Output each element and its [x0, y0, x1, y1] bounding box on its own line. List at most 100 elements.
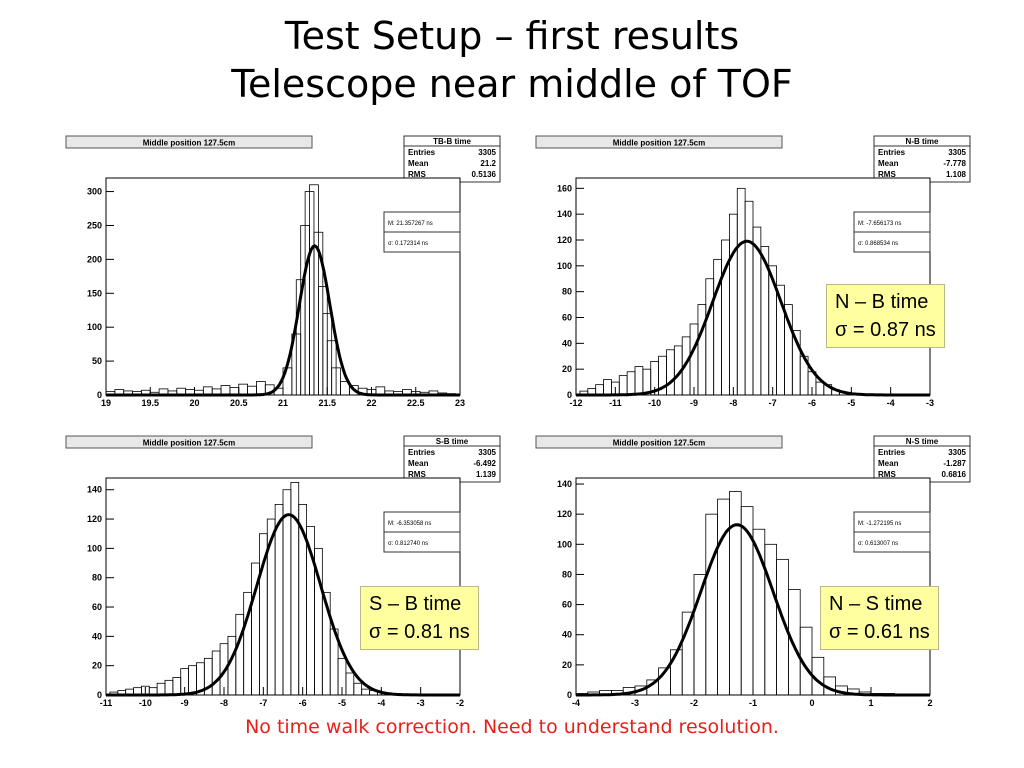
stats-value: 3305	[948, 448, 966, 457]
x-tick-label: -4	[887, 398, 895, 408]
x-tick-label: 23	[455, 398, 465, 408]
fit-mean-label: M: -6.353058 ns	[388, 521, 431, 527]
stats-box-frame	[403, 135, 501, 183]
fit-mean-label: M: -1.272195 ns	[858, 521, 901, 527]
x-tick-label: -4	[377, 698, 385, 708]
histogram-tb-b-chart: Middle position 127.5cm TB-B time Entries 3…	[65, 135, 501, 408]
fit-box: M: -7.656173 ns σ: 0.868534 ns	[853, 211, 931, 253]
plot-title-bar	[65, 435, 313, 449]
x-tick-label: -11	[100, 698, 113, 708]
x-tick-label: 21.5	[318, 398, 336, 408]
stats-name: TB-B time	[433, 137, 471, 146]
y-tick-label: 0	[567, 690, 572, 700]
y-tick-label: 0	[97, 390, 102, 400]
result-n-s-label: N – S time	[829, 593, 923, 615]
y-tick-label: 100	[87, 322, 102, 332]
slide-title-line2: Telescope near middle of TOF	[231, 62, 793, 106]
stats-label: RMS	[408, 170, 426, 179]
y-tick-label: 300	[87, 187, 102, 197]
x-tick-label: 20	[189, 398, 199, 408]
y-tick-label: 160	[557, 183, 572, 193]
x-tick-label: 1	[868, 698, 873, 708]
stats-value: 0.5136	[472, 170, 497, 179]
x-tick-label: -3	[631, 698, 639, 708]
stats-box-frame	[873, 135, 971, 183]
y-tick-label: 60	[562, 600, 572, 610]
fit-box: M: 21.357267 ns σ: 0.172314 ns	[383, 211, 461, 253]
fit-curve	[576, 239, 930, 397]
y-tick-label: 140	[557, 479, 572, 489]
y-tick-label: 50	[92, 356, 102, 366]
x-tick-label: 19.5	[141, 398, 159, 408]
x-tick-label: 0	[809, 698, 814, 708]
x-tick-label: -11	[609, 398, 622, 408]
stats-value: 3305	[478, 148, 496, 157]
x-tick-label: -10	[648, 398, 661, 408]
histogram-panel-n-b: Middle position 127.5cm N-B time Entries 33…	[528, 130, 998, 425]
stats-value: -6.492	[473, 459, 496, 468]
result-s-b-label: S – B time	[369, 593, 462, 615]
stats-label: RMS	[878, 470, 896, 479]
x-tick-label: -3	[926, 398, 934, 408]
stats-label: RMS	[408, 470, 426, 479]
y-tick-label: 140	[557, 209, 572, 219]
fit-sigma-label: σ: 0.613007 ns	[858, 541, 898, 547]
y-tick-label: 0	[97, 690, 102, 700]
result-n-s-sigma: σ = 0.61 ns	[829, 621, 930, 643]
y-tick-label: 250	[87, 220, 102, 230]
y-tick-label: 20	[562, 660, 572, 670]
footer-note: No time walk correction. Need to underst…	[245, 716, 779, 738]
stats-value: 3305	[948, 148, 966, 157]
stats-value: 1.139	[476, 470, 497, 479]
y-tick-label: 100	[557, 539, 572, 549]
x-tick-label: -6	[299, 698, 307, 708]
y-tick-label: 80	[92, 573, 102, 583]
fit-sigma-label: σ: 0.172314 ns	[388, 241, 428, 247]
x-tick-label: -2	[690, 698, 698, 708]
stats-name: N-B time	[906, 137, 939, 146]
fit-curve	[576, 523, 930, 697]
result-box-n-s: N – S time σ = 0.61 ns	[820, 586, 939, 650]
x-tick-label: -7	[259, 698, 267, 708]
histogram-panel-n-s: Middle position 127.5cm N-S time Entries 33…	[528, 430, 998, 725]
stats-label: Mean	[878, 459, 899, 468]
y-tick-label: 120	[557, 509, 572, 519]
y-tick-label: 40	[92, 631, 102, 641]
fit-curve	[106, 513, 460, 697]
stats-value: 0.6816	[942, 470, 967, 479]
x-tick-label: 22.5	[407, 398, 425, 408]
x-tick-label: -1	[749, 698, 757, 708]
x-tick-label: 19	[101, 398, 111, 408]
y-tick-label: 100	[557, 261, 572, 271]
y-tick-label: 0	[567, 390, 572, 400]
plot-title-bar	[65, 135, 313, 149]
x-tick-label: -5	[847, 398, 855, 408]
y-tick-label: 150	[87, 288, 102, 298]
y-tick-label: 80	[562, 569, 572, 579]
stats-box: TB-B time Entries 3305 Mean 21.2 RMS 0.5136	[403, 135, 501, 183]
plot-title: Middle position 127.5cm	[613, 439, 705, 448]
result-box-n-b: N – B time σ = 0.87 ns	[826, 284, 945, 348]
y-tick-label: 200	[87, 254, 102, 264]
histogram-panel-tb-b: Middle position 127.5cm TB-B time Entries 3…	[58, 130, 528, 425]
plot-frame	[105, 177, 461, 396]
y-tick-label: 40	[562, 630, 572, 640]
fit-mean-label: M: -7.656173 ns	[858, 221, 901, 227]
result-n-b-sigma: σ = 0.87 ns	[835, 319, 936, 341]
stats-box-frame	[403, 435, 501, 483]
x-tick-label: -5	[338, 698, 346, 708]
stats-label: Entries	[408, 148, 436, 157]
fit-sigma-label: σ: 0.812740 ns	[388, 541, 428, 547]
x-tick-label: 20.5	[230, 398, 248, 408]
stats-label: Mean	[878, 159, 899, 168]
stats-label: RMS	[878, 170, 896, 179]
y-tick-label: 140	[87, 485, 102, 495]
plot-title: Middle position 127.5cm	[143, 139, 235, 148]
fit-sigma-label: σ: 0.868534 ns	[858, 241, 898, 247]
fit-box: M: -6.353058 ns σ: 0.812740 ns	[383, 511, 461, 553]
x-tick-label: -8	[220, 698, 228, 708]
